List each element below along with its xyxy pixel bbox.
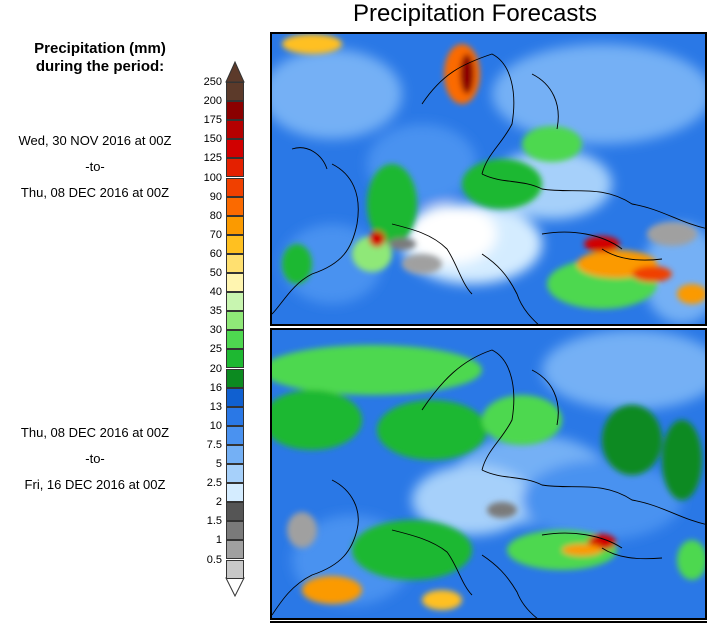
legend-heading-line1: Precipitation (mm) — [34, 40, 166, 57]
scale-swatch — [226, 215, 244, 235]
scale-label: 70 — [209, 228, 222, 241]
forecast-map-top — [270, 32, 707, 326]
scale-swatch — [226, 101, 244, 121]
scale-swatch — [226, 387, 244, 407]
scale-swatch — [226, 234, 244, 254]
scale-swatch — [226, 253, 244, 273]
scale-swatch — [226, 292, 244, 312]
scale-swatch — [226, 349, 244, 369]
scale-swatch — [226, 368, 244, 388]
scale-label: 0.5 — [206, 553, 222, 566]
scale-label: 20 — [209, 362, 222, 375]
scale-label: 250 — [203, 76, 222, 88]
scale-swatch — [226, 444, 244, 464]
forecast-map-top-canvas — [272, 34, 705, 324]
scale-swatch — [226, 559, 244, 579]
scale-label: 10 — [209, 419, 222, 432]
scale-swatch — [226, 540, 244, 560]
scale-swatch — [226, 158, 244, 178]
period-label-bottom: Thu, 08 DEC 2016 at 00Z -to- Fri, 16 DEC… — [0, 420, 190, 498]
coastlines — [272, 53, 705, 324]
scale-label: 30 — [209, 324, 222, 337]
scale-label: 60 — [209, 247, 222, 260]
scale-swatch — [226, 521, 244, 541]
bottom-rule — [270, 621, 707, 623]
scale-label: 25 — [209, 343, 222, 356]
scale-label: 40 — [209, 286, 222, 299]
scale-swatch — [226, 273, 244, 293]
period-sep: -to- — [85, 159, 105, 174]
scale-swatch — [226, 483, 244, 503]
scale-swatch — [226, 464, 244, 484]
scale-label: 2.5 — [206, 477, 222, 490]
scale-swatch — [226, 196, 244, 216]
coastlines — [272, 349, 705, 618]
scale-label: 50 — [209, 267, 222, 279]
scale-swatch — [226, 177, 244, 197]
legend-heading-line2: during the period: — [35, 58, 165, 75]
scale-swatch — [226, 406, 244, 426]
scale-label: 5 — [215, 458, 222, 470]
scale-label: 80 — [209, 209, 222, 222]
scale-label: 175 — [203, 114, 222, 127]
period-label-top: Wed, 30 NOV 2016 at 00Z -to- Thu, 08 DEC… — [0, 128, 190, 206]
scale-label: 90 — [209, 190, 222, 203]
scale-label: 1 — [215, 534, 222, 547]
scale-top-arrow — [225, 60, 245, 83]
scale-swatch — [226, 82, 244, 102]
scale-label: 35 — [209, 305, 222, 318]
scale-label: 13 — [209, 400, 222, 413]
legend-heading: Precipitation (mm) during the period: — [10, 40, 190, 76]
color-scale-legend: 250 200 175 150 125 100 90 80 70 60 50 40 35 30 25 20 16… — [200, 60, 250, 600]
period-from: Wed, 30 NOV 2016 at 00Z — [18, 133, 172, 148]
period-to: Fri, 16 DEC 2016 at 00Z — [24, 477, 166, 492]
scale-swatch — [226, 311, 244, 331]
scale-label: 7.5 — [206, 438, 222, 451]
period-sep: -to- — [85, 451, 105, 466]
forecast-map-bottom — [270, 328, 707, 620]
scale-label: 100 — [203, 171, 222, 184]
period-from: Thu, 08 DEC 2016 at 00Z — [20, 425, 170, 440]
scale-label: 200 — [203, 95, 222, 108]
page-title: Precipitation Forecasts — [352, 0, 598, 27]
scale-label: 2 — [215, 496, 222, 509]
scale-label: 1.5 — [206, 515, 222, 528]
scale-label: 16 — [209, 381, 222, 394]
period-to: Thu, 08 DEC 2016 at 00Z — [20, 185, 170, 200]
scale-swatch — [226, 330, 244, 350]
forecast-map-bottom-canvas — [272, 330, 705, 618]
scale-swatch — [226, 139, 244, 159]
scale-swatch — [226, 502, 244, 522]
scale-label: 125 — [203, 152, 222, 165]
scale-swatch — [226, 425, 244, 445]
scale-label: 150 — [203, 133, 222, 146]
scale-swatch — [226, 120, 244, 140]
scale-bottom-arrow — [225, 577, 245, 598]
